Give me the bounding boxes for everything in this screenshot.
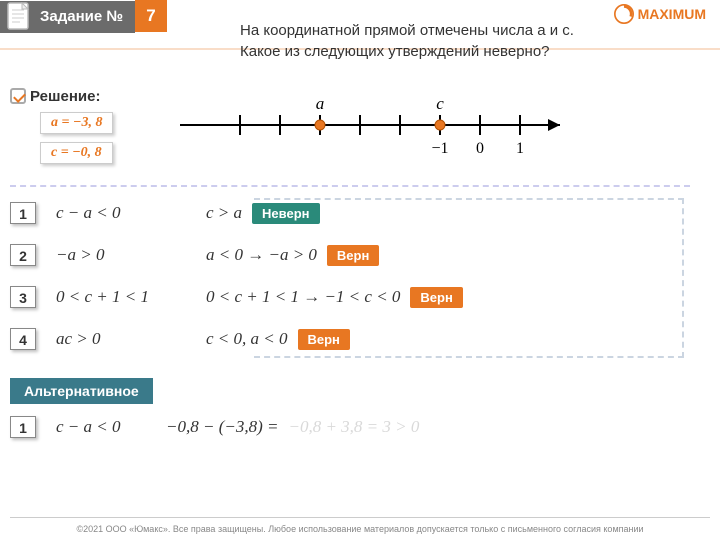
value-a: a = −3, 8 bbox=[40, 112, 113, 134]
option-number: 1 bbox=[10, 202, 36, 224]
option-row: 3 0 < c + 1 < 10 < c + 1 < 1 → −1 < c < 0… bbox=[10, 282, 690, 312]
question-text: На координатной прямой отмечены числа a … bbox=[240, 20, 680, 62]
alt-faded: −0,8 + 3,8 = 3 > 0 bbox=[288, 417, 419, 437]
footer-text: ©2021 ООО «Юмакс». Все права защищены. Л… bbox=[0, 524, 720, 534]
check-icon bbox=[10, 88, 26, 104]
verdict-badge: Неверн bbox=[252, 203, 319, 224]
option-expression: −a > 0 bbox=[56, 245, 206, 265]
option-row: 4 ac > 0c < 0, a < 0 Верн bbox=[10, 324, 690, 354]
solution-label: Решение: bbox=[30, 88, 100, 105]
option-number: 4 bbox=[10, 328, 36, 350]
number-line: −1 0 1 a c bbox=[180, 95, 580, 175]
option-number: 1 bbox=[10, 416, 36, 438]
alt-calc: −0,8 − (−3,8) = bbox=[166, 417, 278, 437]
footer-divider bbox=[10, 517, 710, 518]
svg-text:0: 0 bbox=[476, 140, 484, 157]
question-line1: На координатной прямой отмечены числа a … bbox=[240, 20, 680, 41]
option-expression: 0 < c + 1 < 1 bbox=[56, 287, 206, 307]
option-expression: c − a < 0 bbox=[56, 203, 206, 223]
section-divider bbox=[10, 185, 690, 187]
option-derivation: c > a bbox=[206, 203, 242, 223]
option-number: 3 bbox=[10, 286, 36, 308]
option-row: 2 −a > 0a < 0 → −a > 0 Верн bbox=[10, 240, 690, 270]
option-number: 2 bbox=[10, 244, 36, 266]
option-derivation: c < 0, a < 0 bbox=[206, 329, 288, 349]
alternative-row: 1 c − a < 0 −0,8 − (−3,8) = −0,8 + 3,8 =… bbox=[10, 416, 429, 438]
question-line2: Какое из следующих утверждений неверно? bbox=[240, 41, 680, 62]
option-expression: ac > 0 bbox=[56, 329, 206, 349]
task-number: 7 bbox=[135, 0, 167, 32]
svg-text:a: a bbox=[316, 95, 325, 113]
value-c: c = −0, 8 bbox=[40, 142, 113, 164]
alternative-label: Альтернативное bbox=[10, 378, 153, 404]
document-icon bbox=[6, 2, 32, 32]
svg-text:1: 1 bbox=[516, 140, 524, 157]
svg-text:−1: −1 bbox=[431, 140, 448, 157]
verdict-badge: Верн bbox=[298, 329, 350, 350]
verdict-badge: Верн bbox=[327, 245, 379, 266]
alt-expression: c − a < 0 bbox=[56, 417, 166, 437]
verdict-badge: Верн bbox=[410, 287, 462, 308]
option-derivation: 0 < c + 1 < 1 → −1 < c < 0 bbox=[206, 287, 400, 307]
svg-text:c: c bbox=[436, 95, 444, 113]
options-list: 1 c − a < 0c > a Неверн 2 −a > 0a < 0 → −a >… bbox=[10, 198, 690, 366]
option-derivation: a < 0 → −a > 0 bbox=[206, 245, 317, 265]
option-row: 1 c − a < 0c > a Неверн bbox=[10, 198, 690, 228]
